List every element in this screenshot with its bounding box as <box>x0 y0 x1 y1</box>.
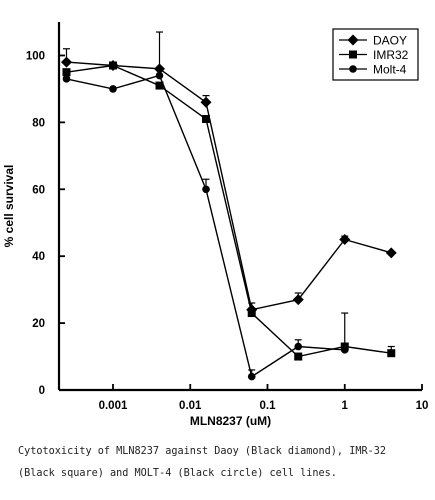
legend-marker <box>349 65 357 73</box>
series-line <box>66 61 392 311</box>
data-point <box>387 349 396 358</box>
data-point <box>155 71 164 80</box>
data-point <box>108 61 117 70</box>
data-point <box>294 352 303 361</box>
legend-marker <box>349 50 357 59</box>
y-ticks: 0 20 40 60 80 100 <box>26 50 65 397</box>
legend-marker <box>347 34 359 46</box>
series-layer <box>60 31 397 381</box>
y-tick-label: 40 <box>32 251 45 263</box>
data-point <box>385 247 397 259</box>
legend-label: Molt-4 <box>373 63 407 77</box>
x-tick-label: 0.01 <box>179 400 202 412</box>
figure-caption: Cytotoxicity of MLN8237 against Daoy (Bl… <box>18 441 423 485</box>
data-point <box>200 96 212 108</box>
y-tick-label: 80 <box>32 117 45 129</box>
data-point <box>294 342 303 351</box>
data-point <box>247 309 256 318</box>
data-point <box>292 294 304 306</box>
data-point <box>109 85 117 93</box>
caption-line-2: (Black square) and MOLT-4 (Black circle)… <box>18 468 337 479</box>
data-point <box>62 68 71 77</box>
data-point <box>202 115 211 124</box>
x-axis-title: MLN8237 (uM) <box>190 414 271 428</box>
legend-item: Molt-4 <box>339 63 407 77</box>
x-ticks: 0.001 0.01 0.1 1 10 <box>99 384 429 412</box>
x-tick-label: 1 <box>342 400 349 412</box>
data-point <box>247 372 256 381</box>
x-tick-label: 10 <box>416 400 429 412</box>
series-molt-4 <box>62 71 349 381</box>
y-tick-label: 0 <box>39 385 45 397</box>
y-tick-label: 60 <box>32 184 45 196</box>
axes <box>57 22 422 392</box>
series-line <box>66 64 392 358</box>
caption-line-1: Cytotoxicity of MLN8237 against Daoy (Bl… <box>18 446 387 457</box>
legend-item: IMR32 <box>339 48 409 62</box>
data-point <box>340 346 349 354</box>
legend-label: DAOY <box>373 34 407 48</box>
data-point <box>62 75 71 83</box>
y-tick-label: 100 <box>26 50 45 62</box>
x-tick-label: 0.001 <box>99 400 128 412</box>
x-tick-label: 0.1 <box>259 400 276 412</box>
legend-item: DAOY <box>339 34 407 48</box>
data-point <box>155 81 164 90</box>
data-point <box>339 233 351 245</box>
y-tick-label: 20 <box>32 318 45 330</box>
data-point <box>60 56 72 68</box>
y-axis-title: % cell survival <box>2 165 16 248</box>
legend-label: IMR32 <box>373 48 409 62</box>
data-point <box>202 185 210 194</box>
chart: 0.001 0.01 0.1 1 10 0 20 40 60 80 100 MLN8237 (uM… <box>2 22 429 428</box>
data-point <box>154 63 166 75</box>
series-imr32 <box>62 61 396 361</box>
